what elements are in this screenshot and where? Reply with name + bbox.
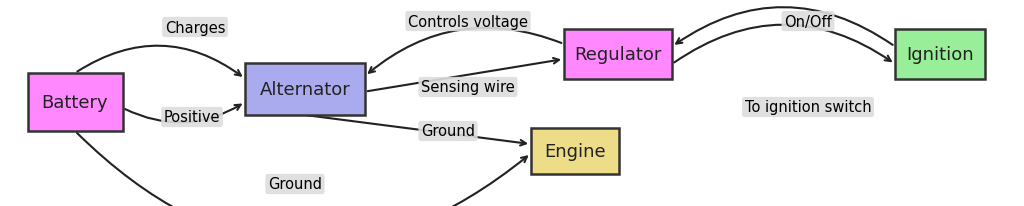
FancyBboxPatch shape xyxy=(895,30,985,80)
Text: Charges: Charges xyxy=(165,20,225,35)
Text: Positive: Positive xyxy=(164,110,220,125)
Text: To ignition switch: To ignition switch xyxy=(744,100,871,115)
FancyBboxPatch shape xyxy=(531,128,618,174)
Text: Alternator: Alternator xyxy=(260,81,350,98)
Text: On/Off: On/Off xyxy=(784,14,831,29)
Text: Controls voltage: Controls voltage xyxy=(408,14,528,29)
Text: Sensing wire: Sensing wire xyxy=(421,80,515,95)
Text: Engine: Engine xyxy=(544,142,606,160)
FancyBboxPatch shape xyxy=(28,74,123,131)
Text: Ground: Ground xyxy=(421,124,475,139)
Text: Ground: Ground xyxy=(268,177,322,192)
Text: Battery: Battery xyxy=(42,94,109,111)
Text: Regulator: Regulator xyxy=(574,46,662,64)
FancyBboxPatch shape xyxy=(564,30,672,80)
Text: Ignition: Ignition xyxy=(906,46,974,64)
FancyBboxPatch shape xyxy=(245,64,365,115)
